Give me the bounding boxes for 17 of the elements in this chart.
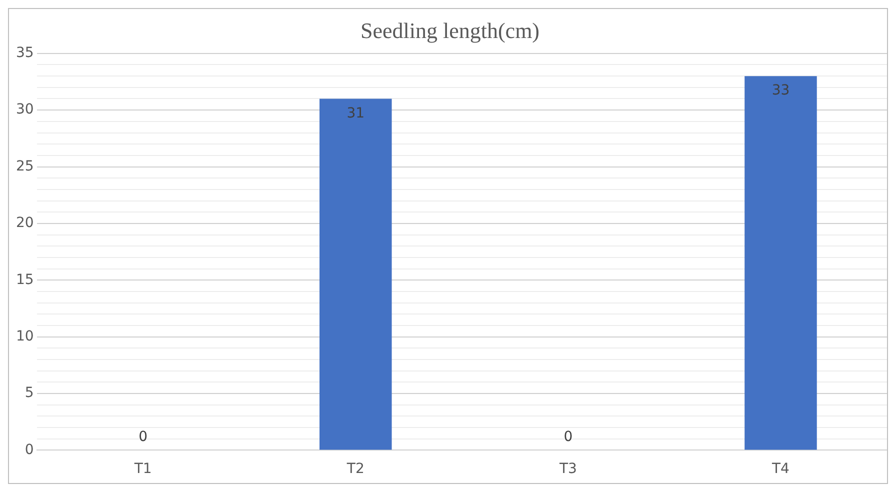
x-tick-label: T3 bbox=[558, 461, 577, 478]
y-tick-label: 10 bbox=[16, 328, 34, 344]
data-label: 0 bbox=[564, 428, 573, 445]
y-tick-label: 30 bbox=[16, 102, 34, 118]
chart-title: Seedling length(cm) bbox=[360, 18, 540, 43]
x-tick-label: T4 bbox=[770, 461, 790, 478]
y-tick-label: 35 bbox=[16, 45, 34, 62]
y-tick-label: 25 bbox=[16, 158, 34, 174]
data-label: 31 bbox=[346, 105, 365, 122]
data-label: 33 bbox=[772, 82, 790, 99]
x-tick-label: T1 bbox=[133, 461, 152, 478]
y-tick-label: 0 bbox=[24, 442, 34, 458]
data-label: 0 bbox=[138, 428, 148, 445]
y-tick-label: 20 bbox=[16, 215, 34, 232]
y-tick-label: 15 bbox=[16, 272, 34, 288]
x-tick-label: T2 bbox=[346, 461, 364, 478]
y-tick-label: 5 bbox=[24, 385, 34, 402]
